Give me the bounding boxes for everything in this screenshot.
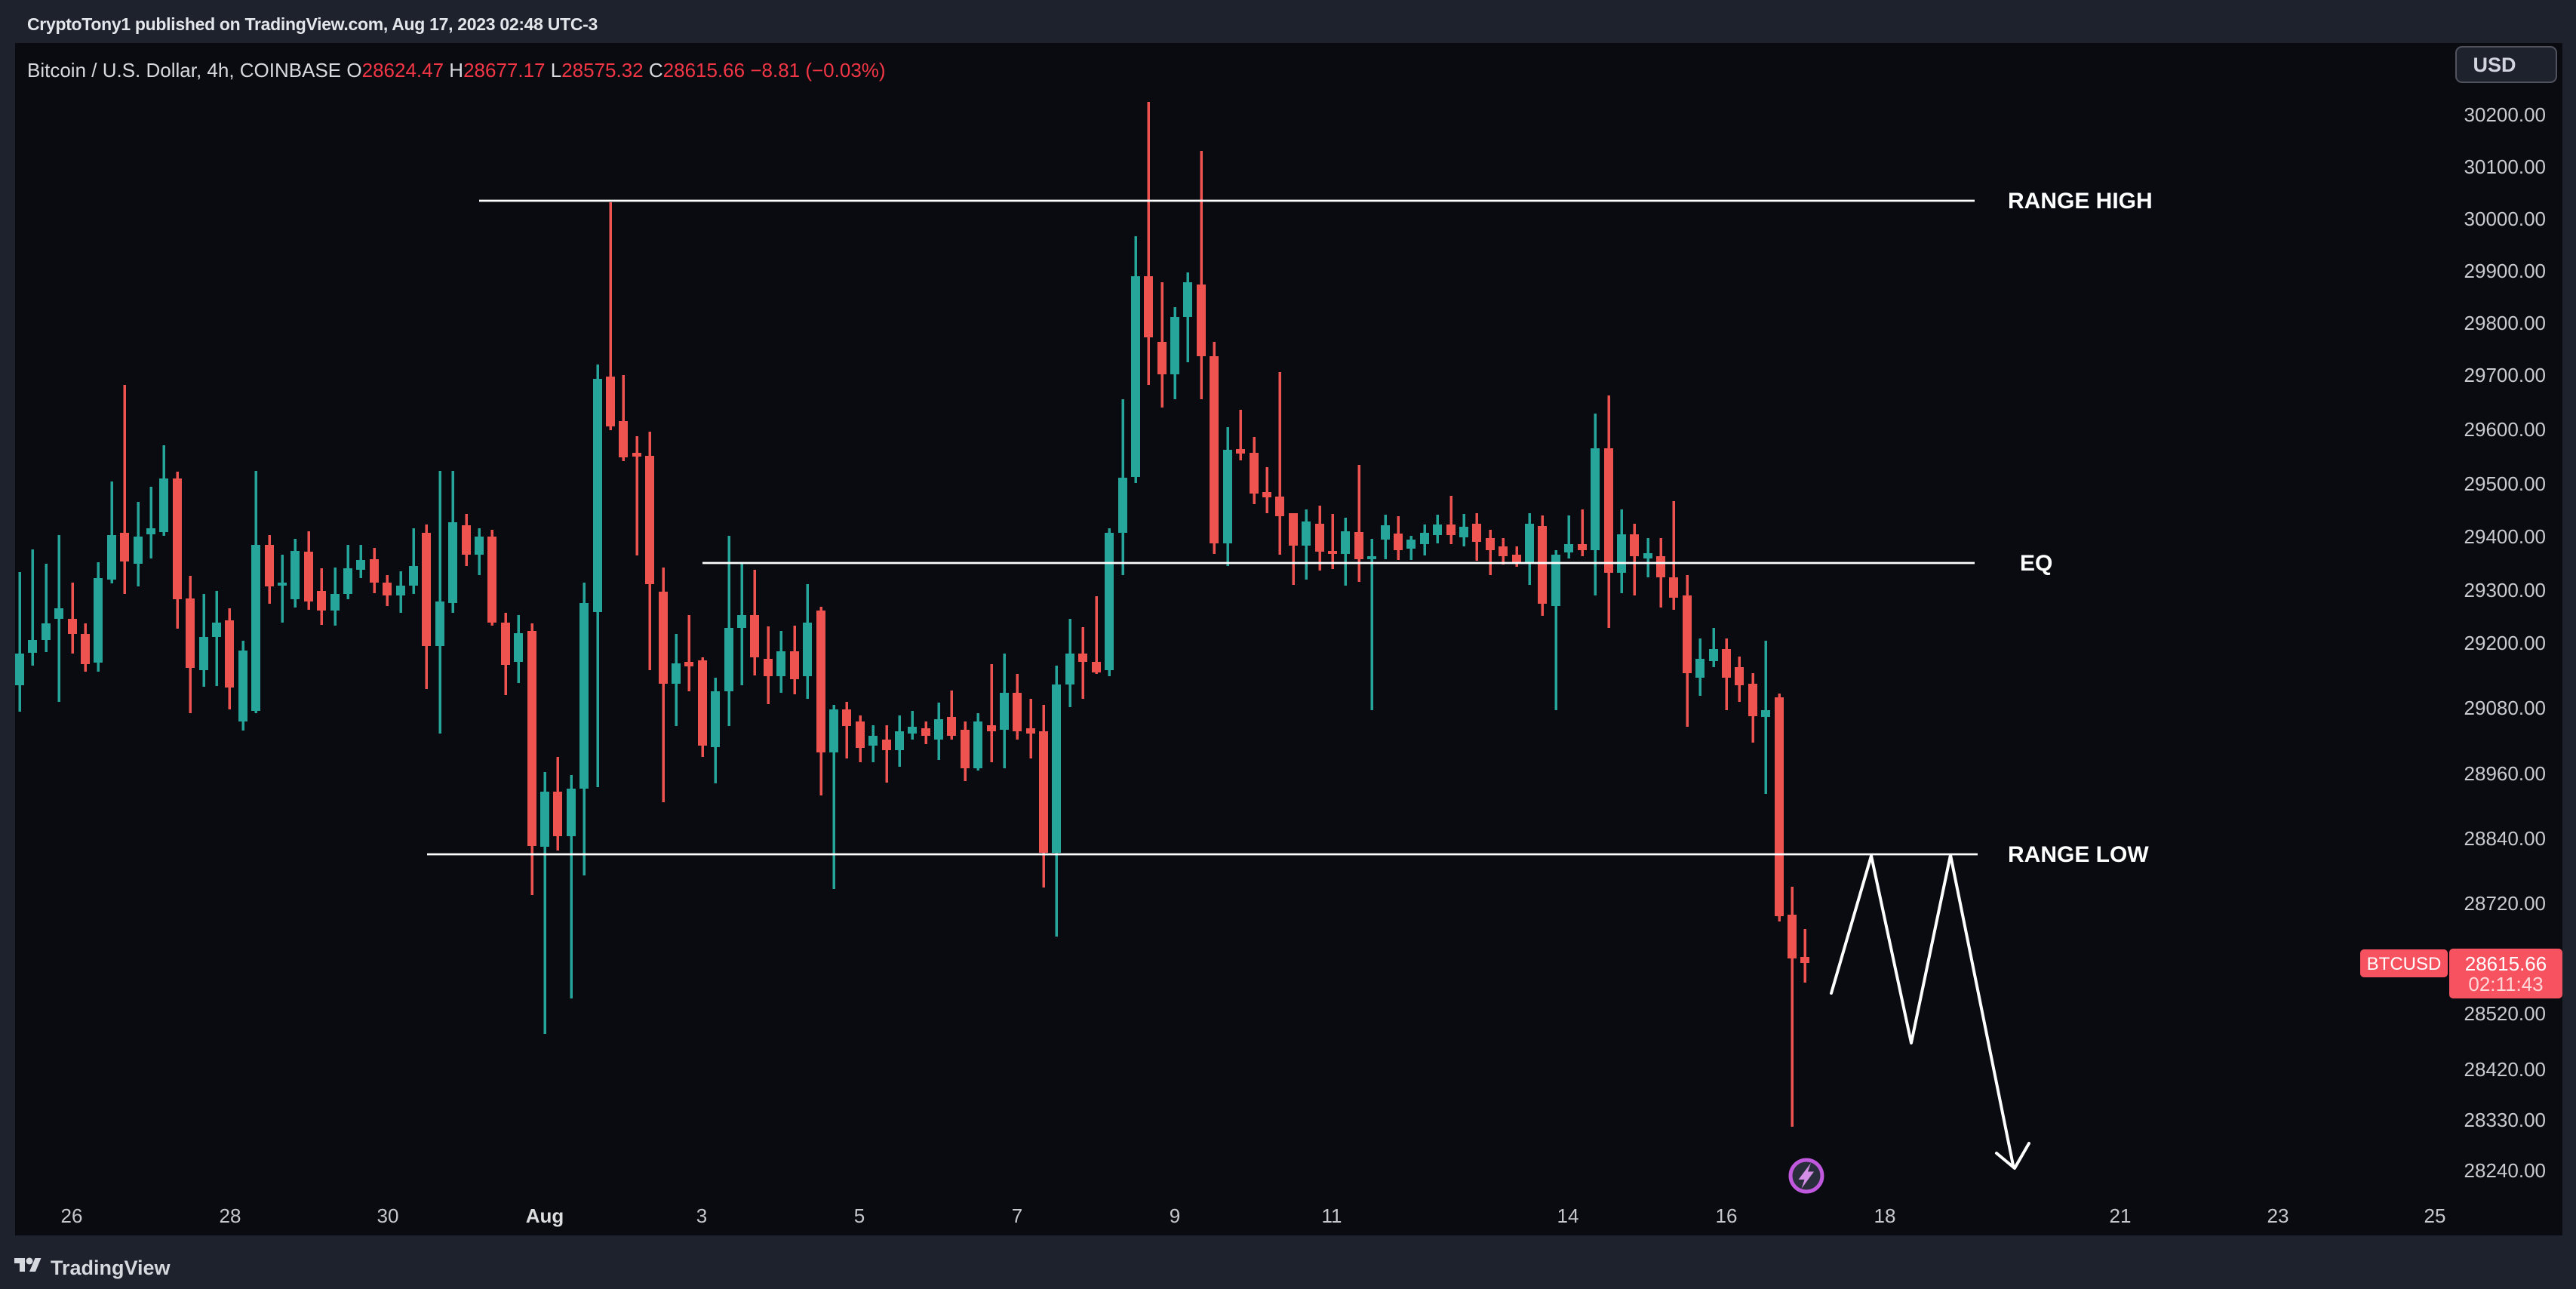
svg-text:28960.00: 28960.00	[2464, 762, 2546, 785]
svg-text:TradingView: TradingView	[51, 1257, 171, 1279]
svg-text:29700.00: 29700.00	[2464, 364, 2546, 386]
svg-text:21: 21	[2110, 1204, 2132, 1227]
svg-text:14: 14	[1557, 1204, 1579, 1227]
svg-text:30200.00: 30200.00	[2464, 103, 2546, 126]
svg-text:29800.00: 29800.00	[2464, 312, 2546, 334]
svg-text:28330.00: 28330.00	[2464, 1109, 2546, 1131]
svg-text:28240.00: 28240.00	[2464, 1159, 2546, 1182]
svg-text:28615.66: 28615.66	[2465, 952, 2547, 975]
svg-text:23: 23	[2267, 1204, 2289, 1227]
svg-text:28520.00: 28520.00	[2464, 1002, 2546, 1025]
svg-text:28420.00: 28420.00	[2464, 1058, 2546, 1081]
svg-text:29300.00: 29300.00	[2464, 579, 2546, 601]
svg-text:RANGE HIGH: RANGE HIGH	[2008, 189, 2153, 214]
svg-text:02:11:43: 02:11:43	[2468, 973, 2543, 995]
svg-text:28720.00: 28720.00	[2464, 892, 2546, 915]
svg-text:28840.00: 28840.00	[2464, 827, 2546, 850]
svg-text:11: 11	[1322, 1204, 1342, 1227]
svg-text:29500.00: 29500.00	[2464, 472, 2546, 495]
svg-text:25: 25	[2424, 1204, 2446, 1227]
svg-text:30100.00: 30100.00	[2464, 155, 2546, 178]
svg-text:USD: USD	[2473, 54, 2516, 76]
svg-text:16: 16	[1716, 1204, 1738, 1227]
svg-text:5: 5	[854, 1204, 865, 1227]
svg-text:29400.00: 29400.00	[2464, 525, 2546, 548]
svg-text:29200.00: 29200.00	[2464, 632, 2546, 654]
svg-text:7: 7	[1012, 1204, 1022, 1227]
svg-text:30: 30	[377, 1204, 399, 1227]
svg-text:26: 26	[61, 1204, 83, 1227]
svg-text:Aug: Aug	[526, 1204, 564, 1227]
svg-text:30000.00: 30000.00	[2464, 208, 2546, 230]
svg-text:18: 18	[1874, 1204, 1896, 1227]
svg-text:Bitcoin / U.S. Dollar, 4h, COI: Bitcoin / U.S. Dollar, 4h, COINBASE O286…	[27, 59, 886, 82]
svg-text:29900.00: 29900.00	[2464, 260, 2546, 282]
svg-text:EQ: EQ	[2020, 551, 2052, 576]
svg-text:RANGE LOW: RANGE LOW	[2008, 842, 2149, 867]
svg-text:28: 28	[220, 1204, 241, 1227]
svg-text:CryptoTony1 published on Tradi: CryptoTony1 published on TradingView.com…	[27, 14, 598, 34]
svg-text:29600.00: 29600.00	[2464, 418, 2546, 441]
svg-text:29080.00: 29080.00	[2464, 697, 2546, 719]
svg-text:BTCUSD: BTCUSD	[2367, 954, 2442, 974]
svg-text:9: 9	[1170, 1204, 1180, 1227]
svg-text:3: 3	[696, 1204, 707, 1227]
